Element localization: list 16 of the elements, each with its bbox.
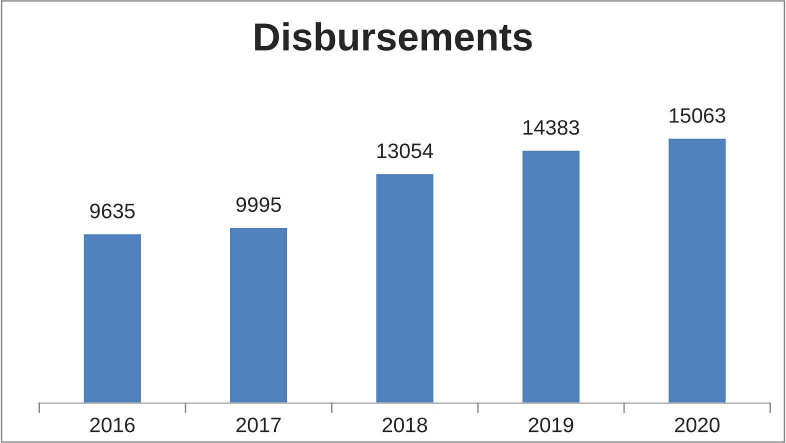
- data-label: 14383: [524, 120, 580, 135]
- x-tick-label: 2020: [675, 418, 720, 432]
- bar: [374, 172, 435, 404]
- data-label: 9635: [90, 204, 135, 218]
- x-tick-label: 2016: [90, 418, 135, 432]
- bar: [667, 137, 728, 404]
- x-tick-label: 2018: [382, 418, 428, 432]
- bar: [521, 149, 581, 404]
- bar: [82, 232, 142, 404]
- bar: [228, 226, 289, 404]
- data-label: 9995: [236, 197, 281, 212]
- chart-title: Disbursements: [255, 22, 532, 51]
- x-tick-label: 2019: [528, 418, 574, 432]
- data-label: 13054: [377, 143, 434, 158]
- data-label: 15063: [670, 108, 726, 123]
- x-tick-label: 2017: [236, 418, 281, 432]
